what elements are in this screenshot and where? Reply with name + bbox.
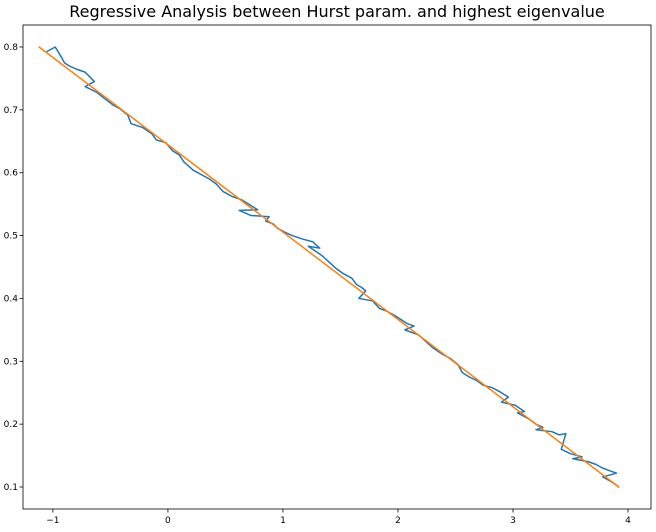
y-tick-label: 0.8 [4,43,19,53]
x-tick-label: 3 [510,516,516,526]
x-tick-label: 2 [395,516,401,526]
x-tick-label: 1 [280,516,286,526]
y-tick-label: 0.7 [4,106,18,116]
x-tick-label: −1 [46,516,59,526]
y-tick-label: 0.4 [4,294,19,304]
y-tick-label: 0.1 [4,483,18,493]
x-tick-label: 0 [165,516,171,526]
y-tick-label: 0.5 [4,232,18,242]
plot-frame [22,24,652,510]
x-tick-label: 4 [625,516,631,526]
y-tick-label: 0.6 [4,169,19,179]
y-tick-label: 0.3 [4,357,18,367]
y-tick-label: 0.2 [4,420,18,430]
regression-line [38,46,620,488]
chart-title: Regressive Analysis between Hurst param.… [69,2,605,21]
data-series-line [46,46,620,488]
plot-area: −1 0 1 2 3 4 0.1 0.2 0.3 0.4 0.5 0.6 0.7 0.8 [4,24,652,526]
